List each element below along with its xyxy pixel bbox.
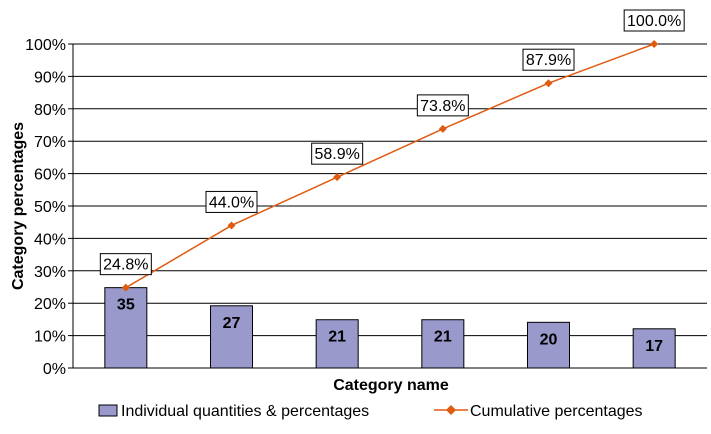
y-tick-label: 100% bbox=[25, 37, 66, 54]
cumulative-point bbox=[650, 40, 659, 48]
y-tick-label: 60% bbox=[34, 167, 66, 184]
cumulative-data-label: 24.8% bbox=[103, 257, 148, 274]
legend: Individual quantities & percentages Cumu… bbox=[98, 403, 643, 420]
bar-data-label: 20 bbox=[540, 331, 558, 348]
cumulative-line-series: 24.8% 44.0% 58.9% 73.8% 87.9% 100.0% bbox=[99, 9, 685, 292]
gridlines bbox=[73, 43, 707, 337]
legend-bar-label: Individual quantities & percentages bbox=[121, 403, 369, 420]
cumulative-point bbox=[438, 124, 447, 133]
y-tick-label: 0% bbox=[43, 361, 66, 378]
cumulative-data-label: 87.9% bbox=[526, 52, 571, 69]
cumulative-data-label: 73.8% bbox=[420, 98, 465, 115]
y-tick-label: 40% bbox=[34, 231, 66, 248]
bar-data-label: 17 bbox=[645, 338, 663, 355]
cumulative-label-box bbox=[623, 9, 685, 32]
cumulative-point bbox=[333, 173, 342, 182]
legend-line-marker bbox=[446, 405, 456, 415]
cumulative-line bbox=[125, 43, 655, 289]
bar bbox=[632, 328, 676, 369]
cumulative-data-label: 100.0% bbox=[627, 13, 681, 30]
y-tick-label: 50% bbox=[34, 199, 66, 216]
bar-data-label: 35 bbox=[117, 297, 135, 314]
y-tick-label: 10% bbox=[34, 329, 66, 346]
legend-line-label: Cumulative percentages bbox=[470, 403, 643, 420]
bar bbox=[527, 321, 570, 369]
cumulative-label-box bbox=[311, 142, 364, 165]
cumulative-point bbox=[121, 283, 130, 292]
y-tick-labels: 0% 10% 20% 30% 40% 50% 60% 70% 80% 90% 100% bbox=[25, 37, 66, 378]
bar-data-label: 21 bbox=[434, 329, 452, 346]
y-tick-label: 20% bbox=[34, 296, 66, 313]
y-tick-label: 80% bbox=[34, 102, 66, 119]
bar-data-label: 27 bbox=[223, 315, 241, 332]
cumulative-label-box bbox=[416, 94, 469, 117]
y-axis-title: Category percentages bbox=[10, 122, 27, 290]
cumulative-data-label: 58.9% bbox=[314, 146, 359, 163]
bar bbox=[421, 319, 465, 369]
bar-data-label: 21 bbox=[328, 329, 346, 346]
bar bbox=[210, 305, 253, 369]
bars: 35 27 21 21 20 17 bbox=[104, 287, 676, 369]
x-axis-title: Category name bbox=[333, 377, 449, 394]
y-tick-label: 90% bbox=[34, 69, 66, 86]
cumulative-data-label: 44.0% bbox=[209, 194, 254, 211]
y-tick-label: 70% bbox=[34, 134, 66, 151]
cumulative-label-box bbox=[522, 48, 575, 71]
y-tick-label: 30% bbox=[34, 264, 66, 281]
cumulative-label-box bbox=[99, 253, 152, 276]
cumulative-point bbox=[544, 79, 553, 88]
cumulative-point bbox=[227, 221, 236, 230]
legend-bar-swatch bbox=[98, 404, 118, 417]
axes bbox=[68, 43, 707, 369]
cumulative-label-box bbox=[205, 190, 258, 213]
